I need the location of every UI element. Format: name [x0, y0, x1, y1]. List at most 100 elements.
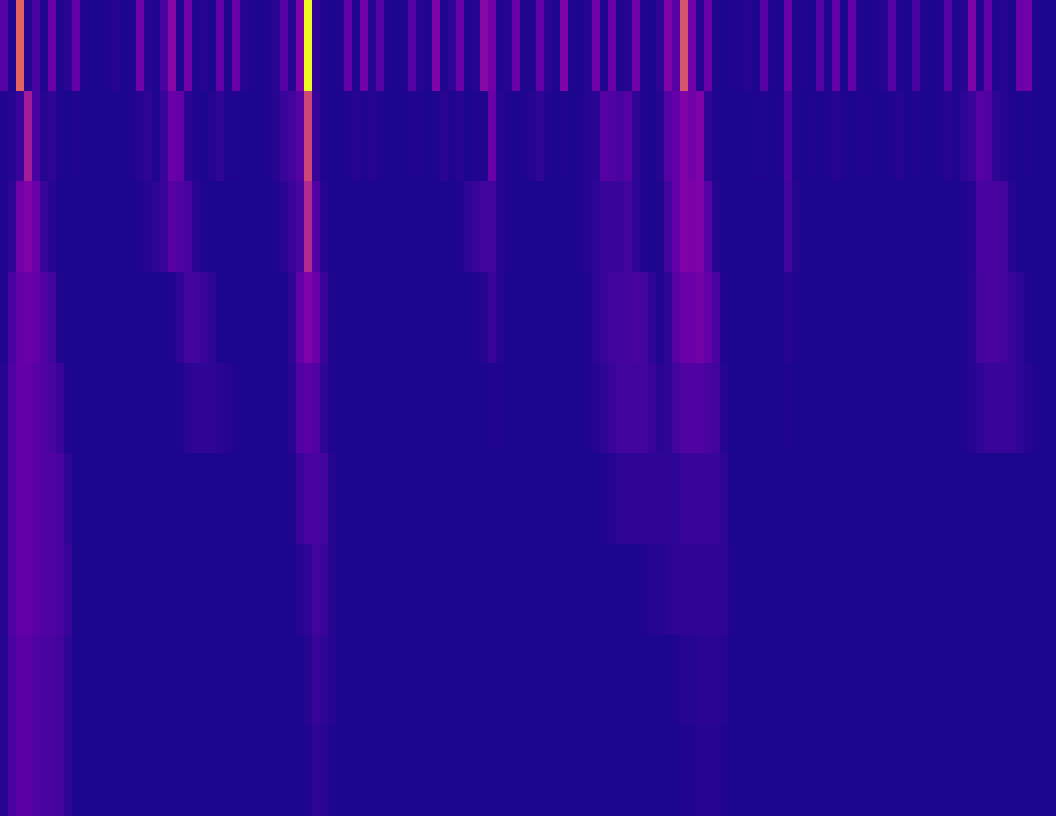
heatmap-cell [520, 181, 529, 272]
heatmap-cell [664, 725, 673, 816]
heatmap-cell [312, 635, 321, 726]
heatmap-cell [704, 0, 713, 91]
heatmap-cell [752, 544, 761, 635]
heatmap-cell [664, 635, 673, 726]
heatmap-cell [736, 453, 745, 544]
heatmap-cell [400, 544, 409, 635]
heatmap-cell [672, 725, 681, 816]
heatmap-cell [800, 363, 809, 454]
heatmap-cell [320, 544, 329, 635]
heatmap-cell [184, 635, 193, 726]
heatmap-cell [16, 635, 25, 726]
heatmap-cell [688, 544, 697, 635]
heatmap-cell [448, 91, 457, 182]
heatmap-cell [536, 181, 545, 272]
heatmap-cell [344, 453, 353, 544]
heatmap-cell [440, 0, 449, 91]
heatmap-cell [760, 635, 769, 726]
heatmap-cell [408, 725, 417, 816]
heatmap-cell [512, 91, 521, 182]
heatmap-cell [1048, 725, 1056, 816]
heatmap-cell [280, 635, 289, 726]
heatmap-cell [248, 725, 257, 816]
heatmap-cell [720, 453, 729, 544]
heatmap-cell [344, 91, 353, 182]
heatmap-cell [944, 272, 953, 363]
heatmap-cell [848, 91, 857, 182]
heatmap-cell [624, 725, 633, 816]
heatmap-cell [920, 0, 929, 91]
heatmap-cell [600, 635, 609, 726]
heatmap-cell [360, 363, 369, 454]
heatmap-cell [192, 635, 201, 726]
heatmap-cell [656, 453, 665, 544]
heatmap-cell [904, 0, 913, 91]
heatmap-cell [928, 544, 937, 635]
heatmap-cell [552, 272, 561, 363]
heatmap-cell [896, 635, 905, 726]
heatmap-cell [544, 0, 553, 91]
heatmap-cell [888, 363, 897, 454]
heatmap-cell [152, 272, 161, 363]
heatmap-cell [56, 453, 65, 544]
heatmap-cell [144, 0, 153, 91]
heatmap-cell [968, 91, 977, 182]
heatmap-cell [448, 272, 457, 363]
heatmap-cell [16, 453, 25, 544]
heatmap-cell [424, 544, 433, 635]
heatmap-cell [520, 0, 529, 91]
heatmap-cell [608, 544, 617, 635]
heatmap-cell [776, 544, 785, 635]
heatmap-cell [752, 635, 761, 726]
heatmap-cell [0, 0, 9, 91]
heatmap-cell [480, 453, 489, 544]
heatmap-cell [400, 635, 409, 726]
heatmap-cell [344, 181, 353, 272]
heatmap-cell [616, 453, 625, 544]
heatmap-cell [784, 0, 793, 91]
heatmap-cell [568, 635, 577, 726]
heatmap-cell [472, 725, 481, 816]
heatmap-cell [840, 453, 849, 544]
heatmap-cell [24, 181, 33, 272]
heatmap-cell [544, 725, 553, 816]
heatmap-cell [712, 453, 721, 544]
heatmap-cell [488, 272, 497, 363]
heatmap-cell [144, 725, 153, 816]
heatmap-cell [256, 0, 265, 91]
heatmap-cell [944, 544, 953, 635]
heatmap-cell [368, 453, 377, 544]
heatmap-cell [808, 363, 817, 454]
heatmap-cell [144, 635, 153, 726]
heatmap-cell [856, 91, 865, 182]
heatmap-cell [72, 544, 81, 635]
heatmap-cell [904, 272, 913, 363]
heatmap-cell [400, 363, 409, 454]
heatmap-cell [280, 725, 289, 816]
heatmap-cell [960, 272, 969, 363]
heatmap-cell [1016, 544, 1025, 635]
heatmap-cell [632, 181, 641, 272]
heatmap-cell [288, 181, 297, 272]
heatmap-cell [136, 453, 145, 544]
heatmap-cell [832, 91, 841, 182]
heatmap-cell [608, 91, 617, 182]
heatmap-cell [584, 544, 593, 635]
heatmap-cell [376, 181, 385, 272]
heatmap-cell [648, 363, 657, 454]
heatmap-cell [856, 544, 865, 635]
heatmap-cell [432, 544, 441, 635]
heatmap-cell [736, 181, 745, 272]
heatmap-cell [608, 0, 617, 91]
heatmap-cell [760, 272, 769, 363]
heatmap-cell [920, 635, 929, 726]
heatmap-cell [840, 635, 849, 726]
heatmap-cell [552, 181, 561, 272]
heatmap-cell [136, 181, 145, 272]
heatmap-cell [904, 91, 913, 182]
heatmap-cell [328, 0, 337, 91]
heatmap-cell [912, 635, 921, 726]
heatmap-cell [192, 91, 201, 182]
heatmap-cell [80, 453, 89, 544]
heatmap-cell [368, 544, 377, 635]
